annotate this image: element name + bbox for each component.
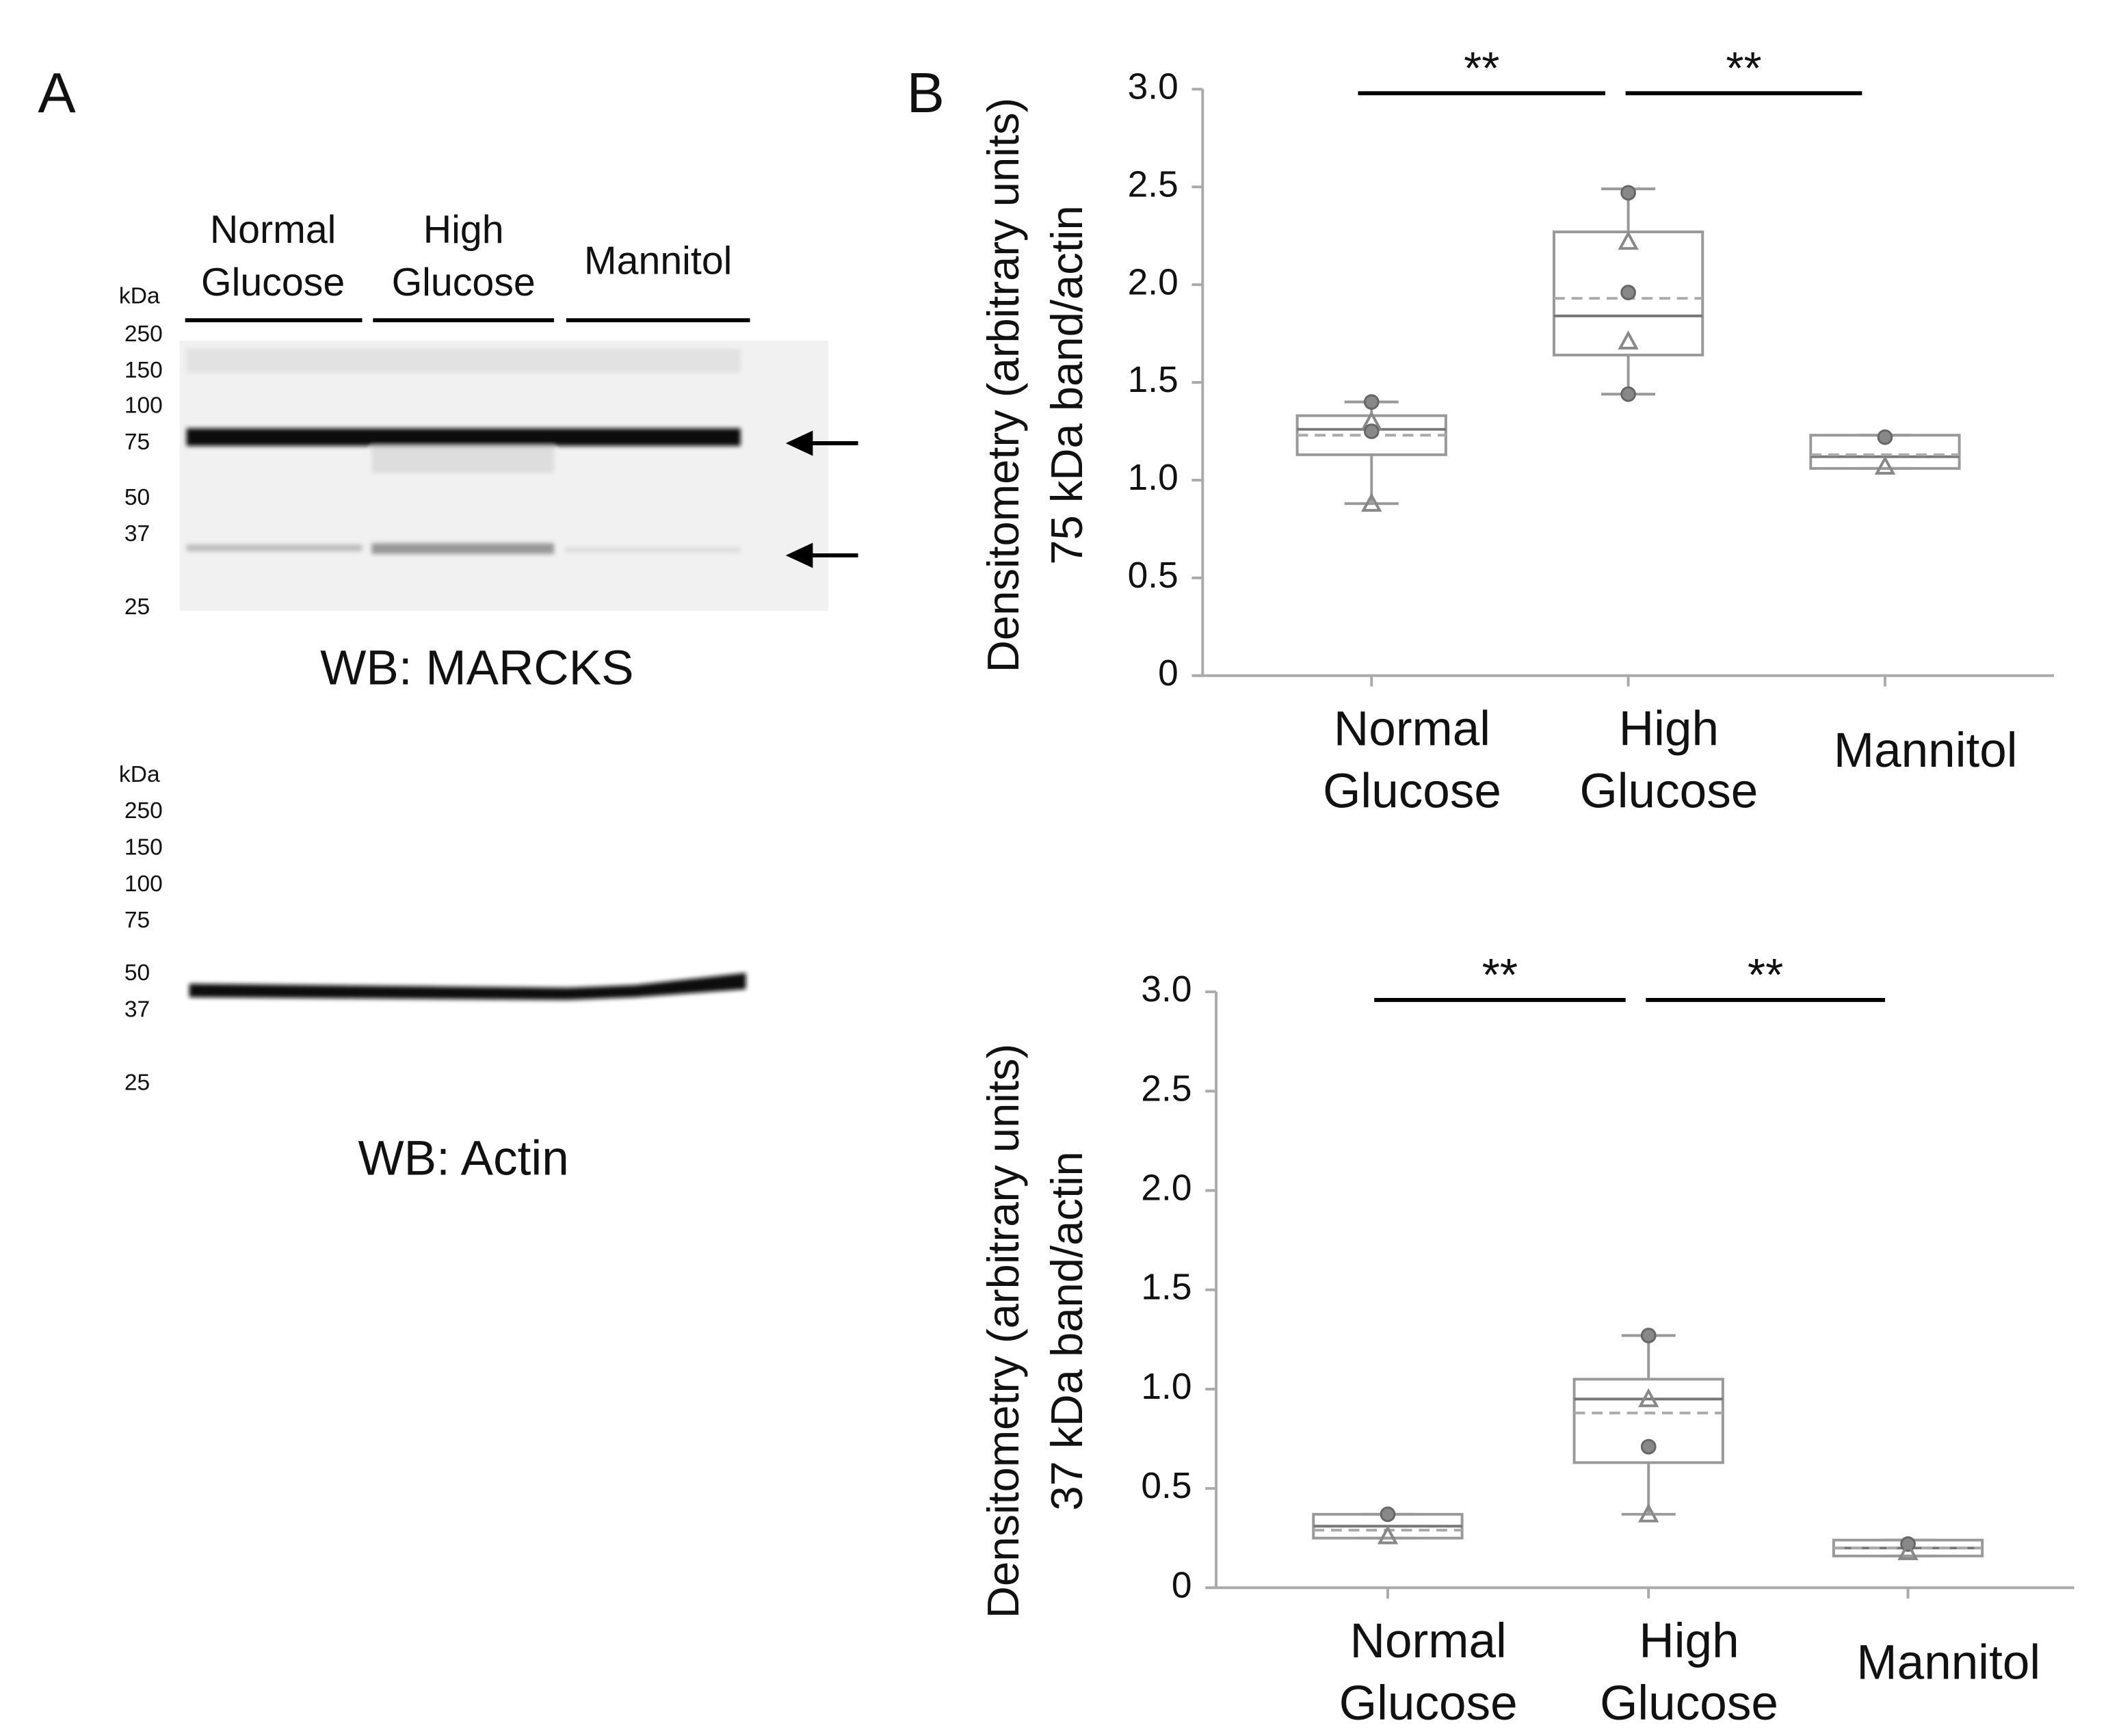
x-tick-label: Normal — [1350, 1614, 1507, 1668]
ladder-label: 37 — [124, 521, 150, 547]
blot-caption: WB: Actin — [358, 1132, 569, 1186]
data-point — [1897, 1541, 1919, 1560]
group-label: High — [423, 208, 504, 252]
y-tick-label: 0.5 — [1141, 1466, 1191, 1506]
x-tick-label: High — [1639, 1614, 1739, 1668]
y-tick-label: 1.5 — [1141, 1267, 1191, 1308]
y-axis-label: 75 kDa band/actin — [1042, 205, 1092, 564]
data-point — [1380, 1506, 1396, 1523]
y-tick-label: 0.5 — [1128, 555, 1178, 596]
significance-label: ** — [1726, 42, 1761, 94]
data-point — [1618, 231, 1639, 250]
data-point — [1361, 492, 1382, 512]
group-label: Normal — [210, 208, 337, 252]
data-point — [1638, 1388, 1659, 1408]
y-tick-label: 2.0 — [1128, 262, 1178, 302]
data-point — [1618, 330, 1639, 350]
x-tick-label: Glucose — [1339, 1676, 1518, 1731]
blot-bands — [186, 348, 741, 554]
data-point — [1620, 185, 1636, 201]
y-tick-label: 1.5 — [1128, 360, 1178, 400]
ladder-label: 250 — [124, 798, 163, 824]
x-tick-label: Mannitol — [1834, 724, 2018, 778]
ladder-label: kDa — [119, 762, 160, 787]
box — [1572, 1378, 1724, 1464]
group-label: Mannitol — [584, 239, 733, 282]
blot-caption: WB: MARCKS — [320, 642, 633, 696]
y-tick-label: 2.5 — [1128, 164, 1178, 205]
y-tick-label: 1.0 — [1128, 458, 1178, 498]
data-point — [1640, 1438, 1657, 1455]
significance-label: ** — [1748, 949, 1783, 1001]
y-tick-label: 2.0 — [1141, 1168, 1191, 1209]
y-axis-label: 37 kDa band/actin — [1042, 1151, 1092, 1510]
data-point — [1877, 429, 1893, 445]
ladder-label: 50 — [124, 485, 150, 510]
y-tick-label: 3.0 — [1128, 66, 1178, 107]
data-point — [1874, 455, 1896, 475]
data-point — [1377, 1525, 1399, 1544]
group-label: Glucose — [392, 261, 536, 304]
x-tick-label: Glucose — [1600, 1676, 1778, 1731]
y-axis-label: Densitometry (arbitrary units) — [978, 98, 1028, 672]
data-point — [1638, 1503, 1659, 1523]
y-tick-label: 0 — [1172, 1565, 1192, 1605]
data-point — [1363, 423, 1380, 439]
x-tick-label: Glucose — [1323, 764, 1501, 818]
ladder-label: 25 — [124, 594, 150, 620]
y-axis-label: Densitometry (arbitrary units) — [978, 1044, 1028, 1618]
data-point — [1640, 1328, 1657, 1343]
blot-membrane — [179, 340, 829, 611]
panel-label: B — [907, 61, 945, 124]
ladder-label: 100 — [124, 871, 163, 897]
blot-bands — [189, 973, 746, 1000]
ladder-label: 150 — [124, 358, 163, 383]
y-tick-label: 2.5 — [1141, 1068, 1191, 1109]
ladder-label: 100 — [124, 393, 163, 419]
ladder-label: 150 — [124, 835, 163, 860]
ladder-label: kDa — [119, 283, 160, 308]
y-tick-label: 0 — [1158, 653, 1178, 694]
data-point — [1620, 285, 1636, 300]
ladder-label: 75 — [124, 908, 150, 933]
x-tick-label: High — [1619, 702, 1719, 757]
y-tick-label: 3.0 — [1141, 969, 1191, 1010]
significance-label: ** — [1464, 42, 1499, 94]
arrow — [785, 430, 858, 568]
x-tick-label: Normal — [1334, 702, 1490, 757]
x-tick-label: Mannitol — [1856, 1636, 2040, 1690]
ladder-label: 25 — [124, 1070, 150, 1095]
significance-label: ** — [1482, 949, 1518, 1001]
ladder-label: 250 — [124, 321, 163, 347]
ladder-label: 37 — [124, 997, 150, 1023]
ladder-label: 75 — [124, 430, 150, 455]
group-label: Glucose — [201, 261, 345, 304]
x-tick-label: Glucose — [1579, 764, 1758, 818]
y-tick-label: 1.0 — [1141, 1367, 1191, 1407]
ladder-label: 50 — [124, 960, 150, 986]
data-point — [1620, 386, 1636, 402]
panel-label: A — [38, 61, 76, 124]
data-point — [1363, 394, 1380, 410]
